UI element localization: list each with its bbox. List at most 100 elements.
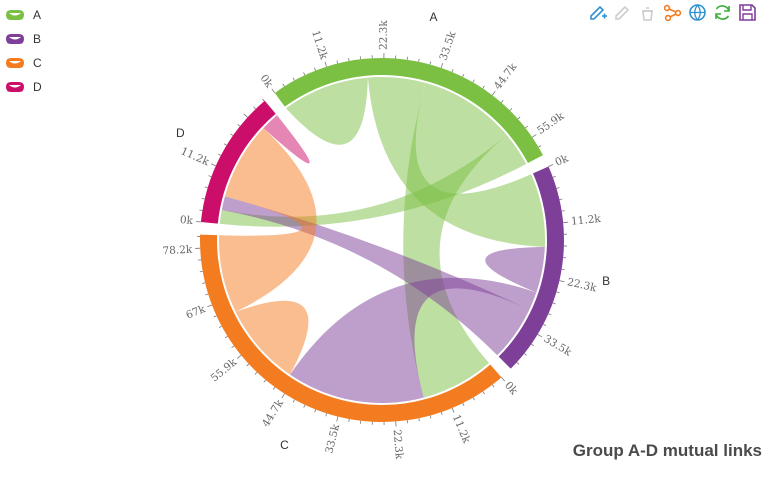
axis-tick (213, 315, 217, 318)
legend-item-b[interactable]: B (6, 27, 42, 51)
axis-tick (543, 323, 547, 326)
axis-tick (418, 418, 420, 422)
tick-label: 11.2k (179, 145, 212, 168)
axis-tick (537, 334, 543, 338)
axis-tick (532, 134, 537, 138)
axis-tick (482, 391, 485, 395)
axis-tick (314, 67, 316, 71)
tick-label: 55.9k (209, 356, 240, 385)
tick-label: 22.3k (566, 276, 598, 294)
clear-disabled-icon[interactable] (638, 3, 657, 22)
globe-icon[interactable] (688, 3, 707, 22)
group-arc-a[interactable] (274, 58, 543, 164)
axis-tick (218, 325, 222, 328)
tick-label: 0k (553, 152, 570, 169)
legend-label: D (33, 80, 42, 94)
axis-tick (462, 73, 465, 77)
axis-tick (429, 61, 432, 65)
axis-tick (451, 407, 455, 413)
ribbon-a-a[interactable] (285, 77, 368, 145)
axis-tick (472, 397, 475, 401)
axis-tick (271, 88, 276, 94)
axis-tick (246, 363, 250, 367)
axis-tick (538, 145, 542, 148)
axis-tick (243, 113, 248, 118)
legend-item-c[interactable]: C (6, 51, 42, 75)
ribbon-a-c[interactable] (403, 82, 507, 398)
axis-tick (440, 62, 444, 68)
ribbon-d-d[interactable] (263, 115, 310, 164)
pencil-plus-icon[interactable] (588, 3, 607, 22)
tick-label: 33.5k (438, 29, 459, 62)
chart-title: Group A-D mutual links (572, 441, 762, 460)
axis-tick (559, 280, 565, 283)
group-arcs (200, 58, 564, 422)
ribbon-b-b[interactable] (485, 246, 545, 293)
group-arc-d[interactable] (200, 100, 276, 224)
axis-tick (482, 85, 485, 89)
axis-tick (531, 343, 534, 347)
axis-tick (262, 98, 265, 102)
axis-tick (548, 313, 552, 316)
tick-label: 0k (258, 72, 276, 90)
group-label-d: D (176, 126, 185, 140)
group-arc-c[interactable] (200, 234, 502, 422)
axis-tick (336, 60, 339, 64)
axis-tick (208, 175, 212, 178)
axis-tick (218, 153, 222, 156)
axis-tick (325, 413, 328, 417)
axis-tick (292, 77, 295, 81)
ribbon-b-c[interactable] (290, 277, 537, 403)
tick-label: 33.5k (323, 422, 342, 454)
tick-label: 11.2k (450, 413, 473, 446)
axis-tick (552, 175, 556, 178)
axis-tick (348, 418, 350, 423)
axis-tick (230, 133, 234, 136)
legend-label: B (33, 32, 42, 46)
ribbon-c-d[interactable] (219, 128, 317, 312)
tick-label: 44.7k (260, 397, 286, 429)
axis-tick (462, 402, 465, 406)
axis-tick (303, 404, 306, 408)
axis-tick (556, 291, 560, 294)
axis-tick (492, 384, 495, 388)
axis-tick (314, 409, 317, 413)
axis-tick (559, 198, 563, 201)
refresh-icon[interactable] (713, 3, 732, 22)
axis-tick (236, 354, 242, 359)
pencil-disabled-icon[interactable] (613, 3, 632, 22)
ribbons (219, 77, 545, 403)
group-arc-b[interactable] (498, 166, 564, 369)
axis-tick (524, 353, 527, 356)
axis-tick (548, 164, 554, 167)
graph-nodes-icon[interactable] (663, 3, 682, 22)
tick-label: 78.2k (162, 244, 193, 258)
axis-tick (556, 187, 560, 189)
axis-tick (324, 61, 327, 67)
tick-label: 11.2k (571, 213, 602, 228)
axis-tick (211, 163, 216, 167)
axis-tick (281, 393, 285, 399)
legend-label: A (33, 8, 42, 22)
ribbon-a-b[interactable] (367, 77, 545, 247)
ribbon-b-d[interactable] (221, 196, 530, 356)
axis-tick (418, 58, 420, 62)
axis-tick (517, 116, 521, 120)
axis-tick (272, 386, 276, 390)
axis-tick (202, 282, 206, 284)
legend-item-a[interactable]: A (6, 3, 42, 27)
save-icon[interactable] (738, 3, 757, 22)
legend-item-d[interactable]: D (6, 75, 42, 99)
axis-tick (254, 371, 258, 375)
ribbon-c-c[interactable] (235, 300, 309, 375)
ribbon-a-d[interactable] (219, 135, 527, 227)
legend-label: C (33, 56, 42, 70)
axis-tick (253, 106, 256, 110)
toolbox (588, 3, 763, 22)
axis-tick (451, 69, 454, 73)
axis-tick (440, 411, 443, 416)
tick-label: 11.2k (309, 29, 330, 62)
axis-tick (204, 186, 208, 189)
